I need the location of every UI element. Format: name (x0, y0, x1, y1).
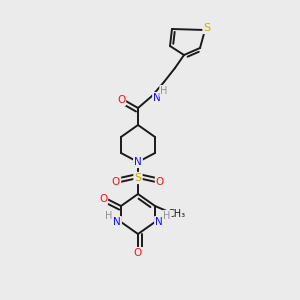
Text: S: S (134, 173, 142, 183)
Text: O: O (112, 177, 120, 187)
Text: H: H (163, 211, 171, 221)
Text: N: N (134, 157, 142, 167)
Text: N: N (153, 93, 161, 103)
Text: O: O (156, 177, 164, 187)
Text: O: O (134, 248, 142, 258)
Text: H: H (105, 211, 113, 221)
Text: N: N (155, 217, 163, 227)
Text: CH₃: CH₃ (168, 209, 186, 219)
Text: O: O (99, 194, 107, 204)
Text: O: O (117, 95, 125, 105)
Text: S: S (203, 23, 211, 33)
Text: H: H (160, 86, 168, 96)
Text: N: N (113, 217, 121, 227)
